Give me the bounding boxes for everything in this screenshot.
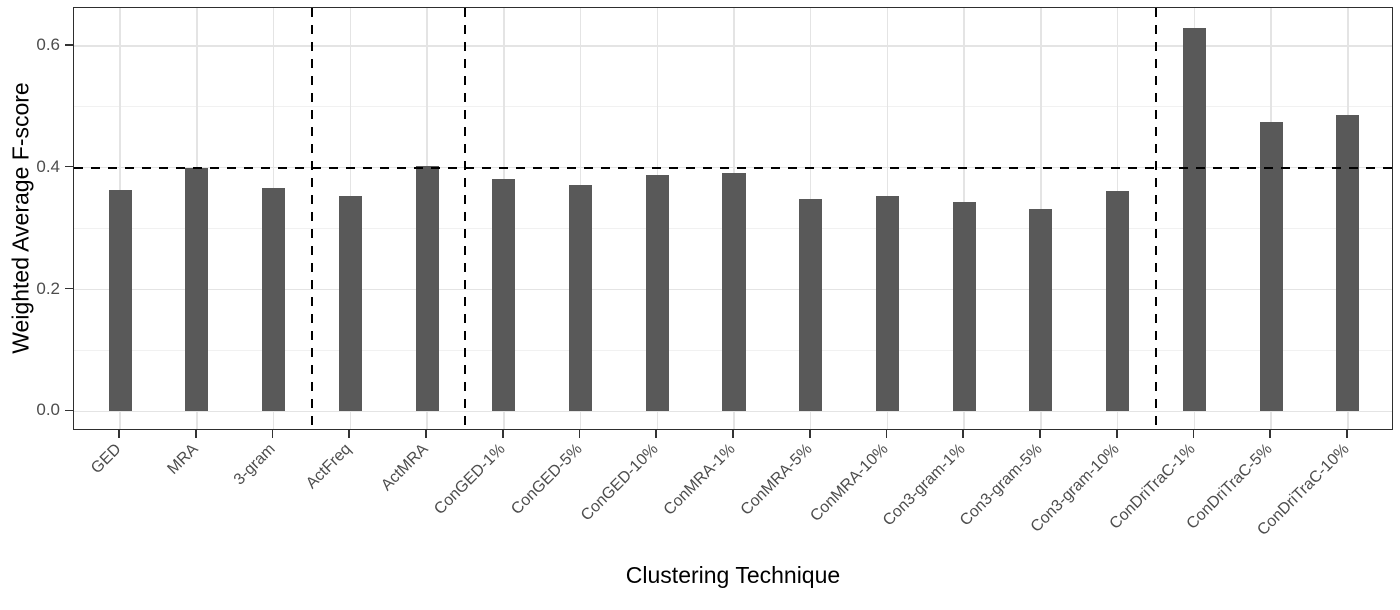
plot-panel (73, 7, 1393, 430)
x-tick (885, 430, 888, 438)
bar-ConDriTraC-10% (1336, 115, 1360, 412)
group-divider-after-ActMRA (464, 8, 467, 429)
bar-Con3-gram-5% (1029, 209, 1053, 412)
bar-ConMRA-5% (799, 199, 823, 412)
bar-ConGED-5% (569, 185, 593, 412)
x-tick (808, 430, 811, 438)
gridline-major (74, 410, 1392, 413)
group-divider-after-3-gram (310, 8, 313, 429)
gridline-minor (74, 106, 1392, 108)
x-tick (578, 430, 581, 438)
x-tick (1115, 430, 1118, 438)
group-divider-after-Con3-gram-10% (1155, 8, 1158, 429)
gridline-major (74, 45, 1392, 47)
y-axis-title: Weighted Average F-score (7, 82, 34, 354)
bar-ConDriTraC-1% (1182, 27, 1206, 412)
x-tick (194, 430, 197, 438)
bar-GED (108, 190, 132, 412)
y-tick (65, 43, 73, 46)
y-tick-label: 0.4 (36, 156, 60, 176)
y-tick-label: 0.6 (36, 34, 60, 54)
bar-ConGED-1% (492, 179, 516, 412)
y-tick (65, 409, 73, 412)
bar-ActFreq (338, 196, 362, 412)
x-tick (271, 430, 274, 438)
x-tick (1269, 430, 1271, 438)
reference-line (74, 166, 1392, 169)
bar-MRA (185, 167, 209, 412)
x-tick (1346, 430, 1348, 438)
bar-ConMRA-10% (875, 196, 899, 412)
x-tick (348, 430, 351, 438)
bar-Con3-gram-10% (1106, 190, 1130, 412)
y-tick-label: 0.0 (36, 400, 60, 420)
bar-ConMRA-1% (722, 172, 746, 412)
x-tick (732, 430, 734, 438)
x-tick (1039, 430, 1041, 438)
y-tick-label: 0.2 (36, 278, 60, 298)
x-tick (118, 430, 120, 438)
x-tick (425, 430, 427, 438)
x-axis-title: Clustering Technique (625, 562, 841, 588)
x-tick (1192, 430, 1195, 438)
bar-Con3-gram-1% (952, 202, 976, 412)
x-tick (962, 430, 965, 438)
bar-ConGED-10% (645, 175, 669, 412)
bar-ActMRA (415, 165, 439, 412)
y-tick (65, 287, 73, 290)
x-tick (501, 430, 504, 438)
x-tick (655, 430, 658, 438)
bar-3-gram (262, 188, 286, 412)
bar-ConDriTraC-5% (1259, 121, 1283, 412)
y-tick (65, 165, 73, 168)
